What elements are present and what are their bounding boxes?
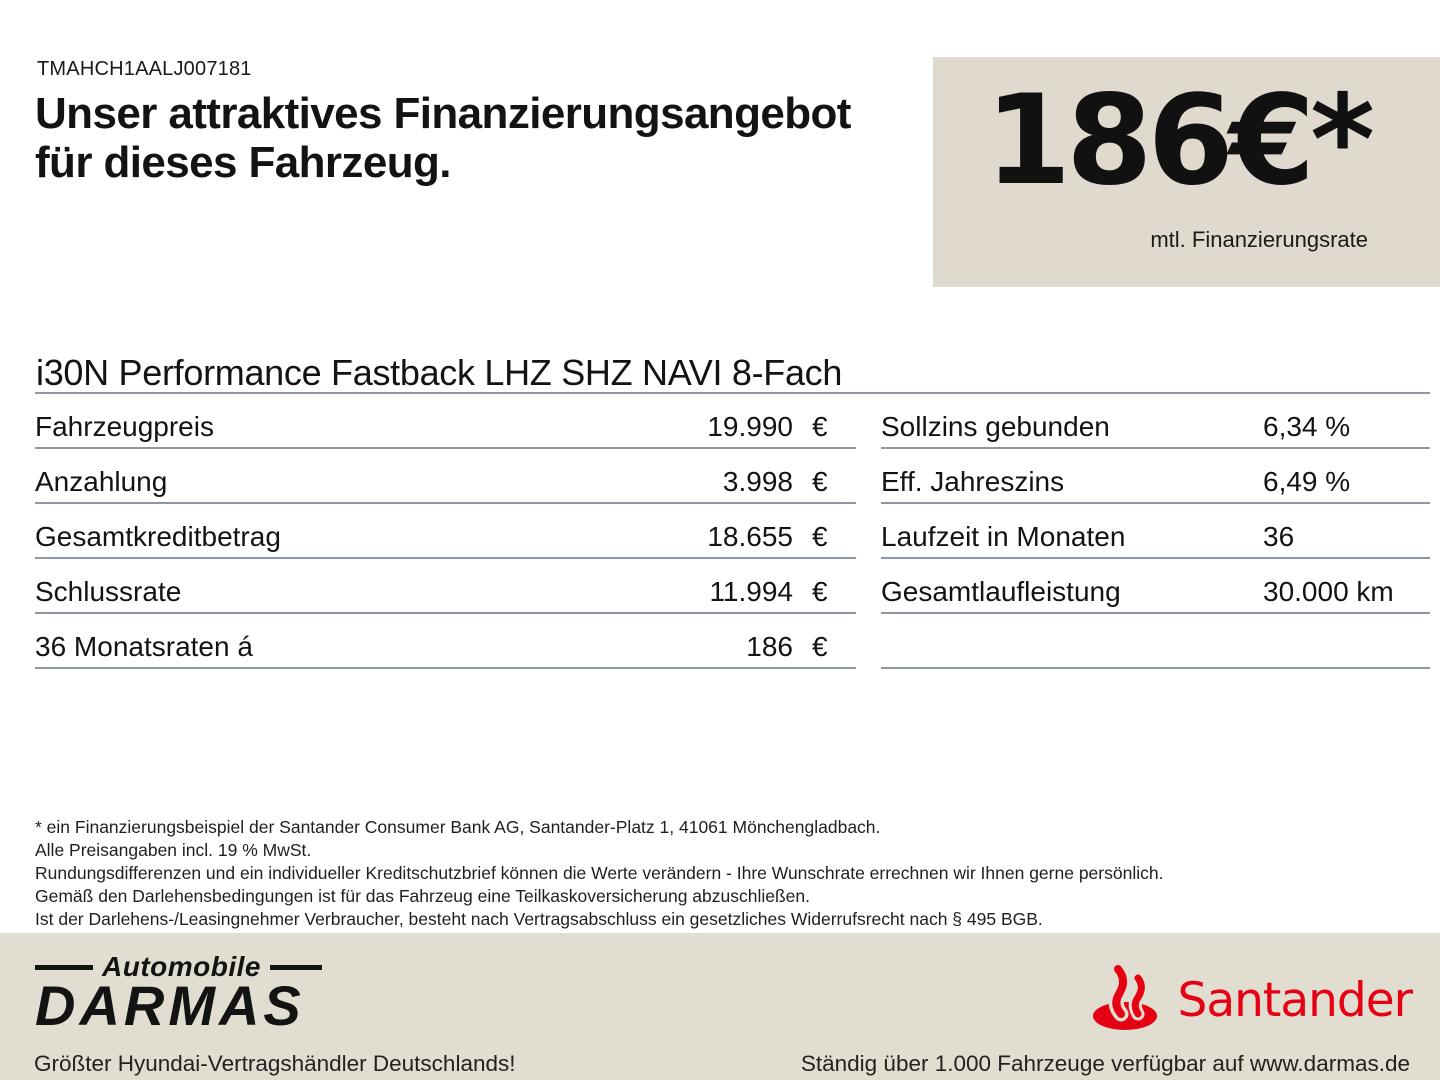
logo-rule-right	[270, 964, 322, 970]
darmas-logo: Automobile DARMAS	[35, 951, 322, 1034]
monthly-rate-label: mtl. Finanzierungsrate	[1150, 227, 1368, 252]
disclaimer-line: Ist der Darlehens-/Leasingnehmer Verbrau…	[35, 909, 1043, 929]
availability-tagline: Ständig über 1.000 Fahrzeuge verfügbar a…	[800, 1051, 1410, 1076]
table-row: Gesamtlaufleistung 30.000 km	[881, 559, 1430, 614]
santander-flame-icon	[1091, 961, 1165, 1036]
row-value: 36	[1263, 521, 1295, 552]
table-row: Fahrzeugpreis 19.990 €	[35, 394, 856, 449]
logo-rule-left	[35, 964, 93, 970]
disclaimer-line: Gemäß den Darlehensbedingungen ist für d…	[35, 886, 810, 906]
darmas-logo-subtitle: Automobile	[102, 951, 261, 982]
row-value: 186	[746, 631, 793, 662]
table-row: Eff. Jahreszins 6,49 %	[881, 449, 1430, 504]
table-row: Schlussrate 11.994 €	[35, 559, 856, 614]
table-row: Sollzins gebunden 6,34 %	[881, 394, 1430, 449]
row-label: Anzahlung	[35, 466, 168, 497]
currency-symbol: €	[812, 576, 828, 607]
row-label: Gesamtlaufleistung	[881, 576, 1121, 607]
table-row: 36 Monatsraten á 186 €	[35, 614, 856, 669]
monthly-rate-box: 186€* mtl. Finanzierungsrate	[933, 57, 1440, 287]
disclaimer-line: * ein Finanzierungsbeispiel der Santande…	[35, 817, 881, 837]
currency-symbol: €	[812, 631, 828, 662]
financing-table-left: Fahrzeugpreis 19.990 € Anzahlung 3.998 €…	[35, 394, 856, 669]
table-row	[881, 614, 1430, 669]
row-label: Fahrzeugpreis	[35, 411, 214, 442]
row-label: Gesamtkreditbetrag	[35, 521, 281, 552]
disclaimer-block: * ein Finanzierungsbeispiel der Santande…	[35, 816, 1215, 931]
dealer-tagline: Größter Hyundai-Vertragshändler Deutschl…	[34, 1051, 516, 1076]
darmas-logo-top: Automobile	[35, 951, 322, 983]
table-row: Gesamtkreditbetrag 18.655 €	[35, 504, 856, 559]
vehicle-title: i30N Performance Fastback LHZ SHZ NAVI 8…	[36, 352, 843, 393]
row-value: 11.994	[709, 576, 793, 607]
currency-symbol: €	[812, 521, 828, 552]
title-divider	[35, 392, 1430, 394]
currency-symbol: €	[812, 466, 828, 497]
row-label: 36 Monatsraten á	[35, 631, 253, 662]
footer-bar: Automobile DARMAS Santander Größter Hyun…	[0, 933, 1440, 1080]
table-row: Anzahlung 3.998 €	[35, 449, 856, 504]
darmas-logo-name: DARMAS	[35, 974, 305, 1037]
santander-wordmark: Santander	[1177, 973, 1413, 1028]
page-title-line2: für dieses Fahrzeug.	[35, 138, 451, 187]
row-value: 19.990	[707, 411, 793, 442]
monthly-rate-value: 186€*	[985, 69, 1375, 213]
table-row: Laufzeit in Monaten 36	[881, 504, 1430, 559]
page-title-line1: Unser attraktives Finanzierungsangebot	[35, 89, 851, 138]
row-value: 3.998	[722, 466, 793, 497]
row-value: 30.000 km	[1263, 576, 1394, 607]
row-value: 18.655	[707, 521, 793, 552]
row-label: Eff. Jahreszins	[881, 466, 1065, 497]
santander-logo: Santander	[1091, 961, 1413, 1036]
financing-table-right: Sollzins gebunden 6,34 % Eff. Jahreszins…	[881, 394, 1430, 669]
row-label: Schlussrate	[35, 576, 182, 607]
disclaimer-line: Alle Preisangaben incl. 19 % MwSt.	[35, 840, 312, 860]
disclaimer-line: Rundungsdifferenzen und ein individuelle…	[35, 863, 1164, 883]
row-value: 6,34 %	[1263, 411, 1351, 442]
page-title: Unser attraktives Finanzierungsangebot f…	[35, 89, 851, 187]
vin-number: TMAHCH1AALJ007181	[37, 58, 252, 80]
row-label: Sollzins gebunden	[881, 411, 1110, 442]
row-label: Laufzeit in Monaten	[881, 521, 1126, 552]
row-value: 6,49 %	[1263, 466, 1351, 497]
currency-symbol: €	[812, 411, 828, 442]
